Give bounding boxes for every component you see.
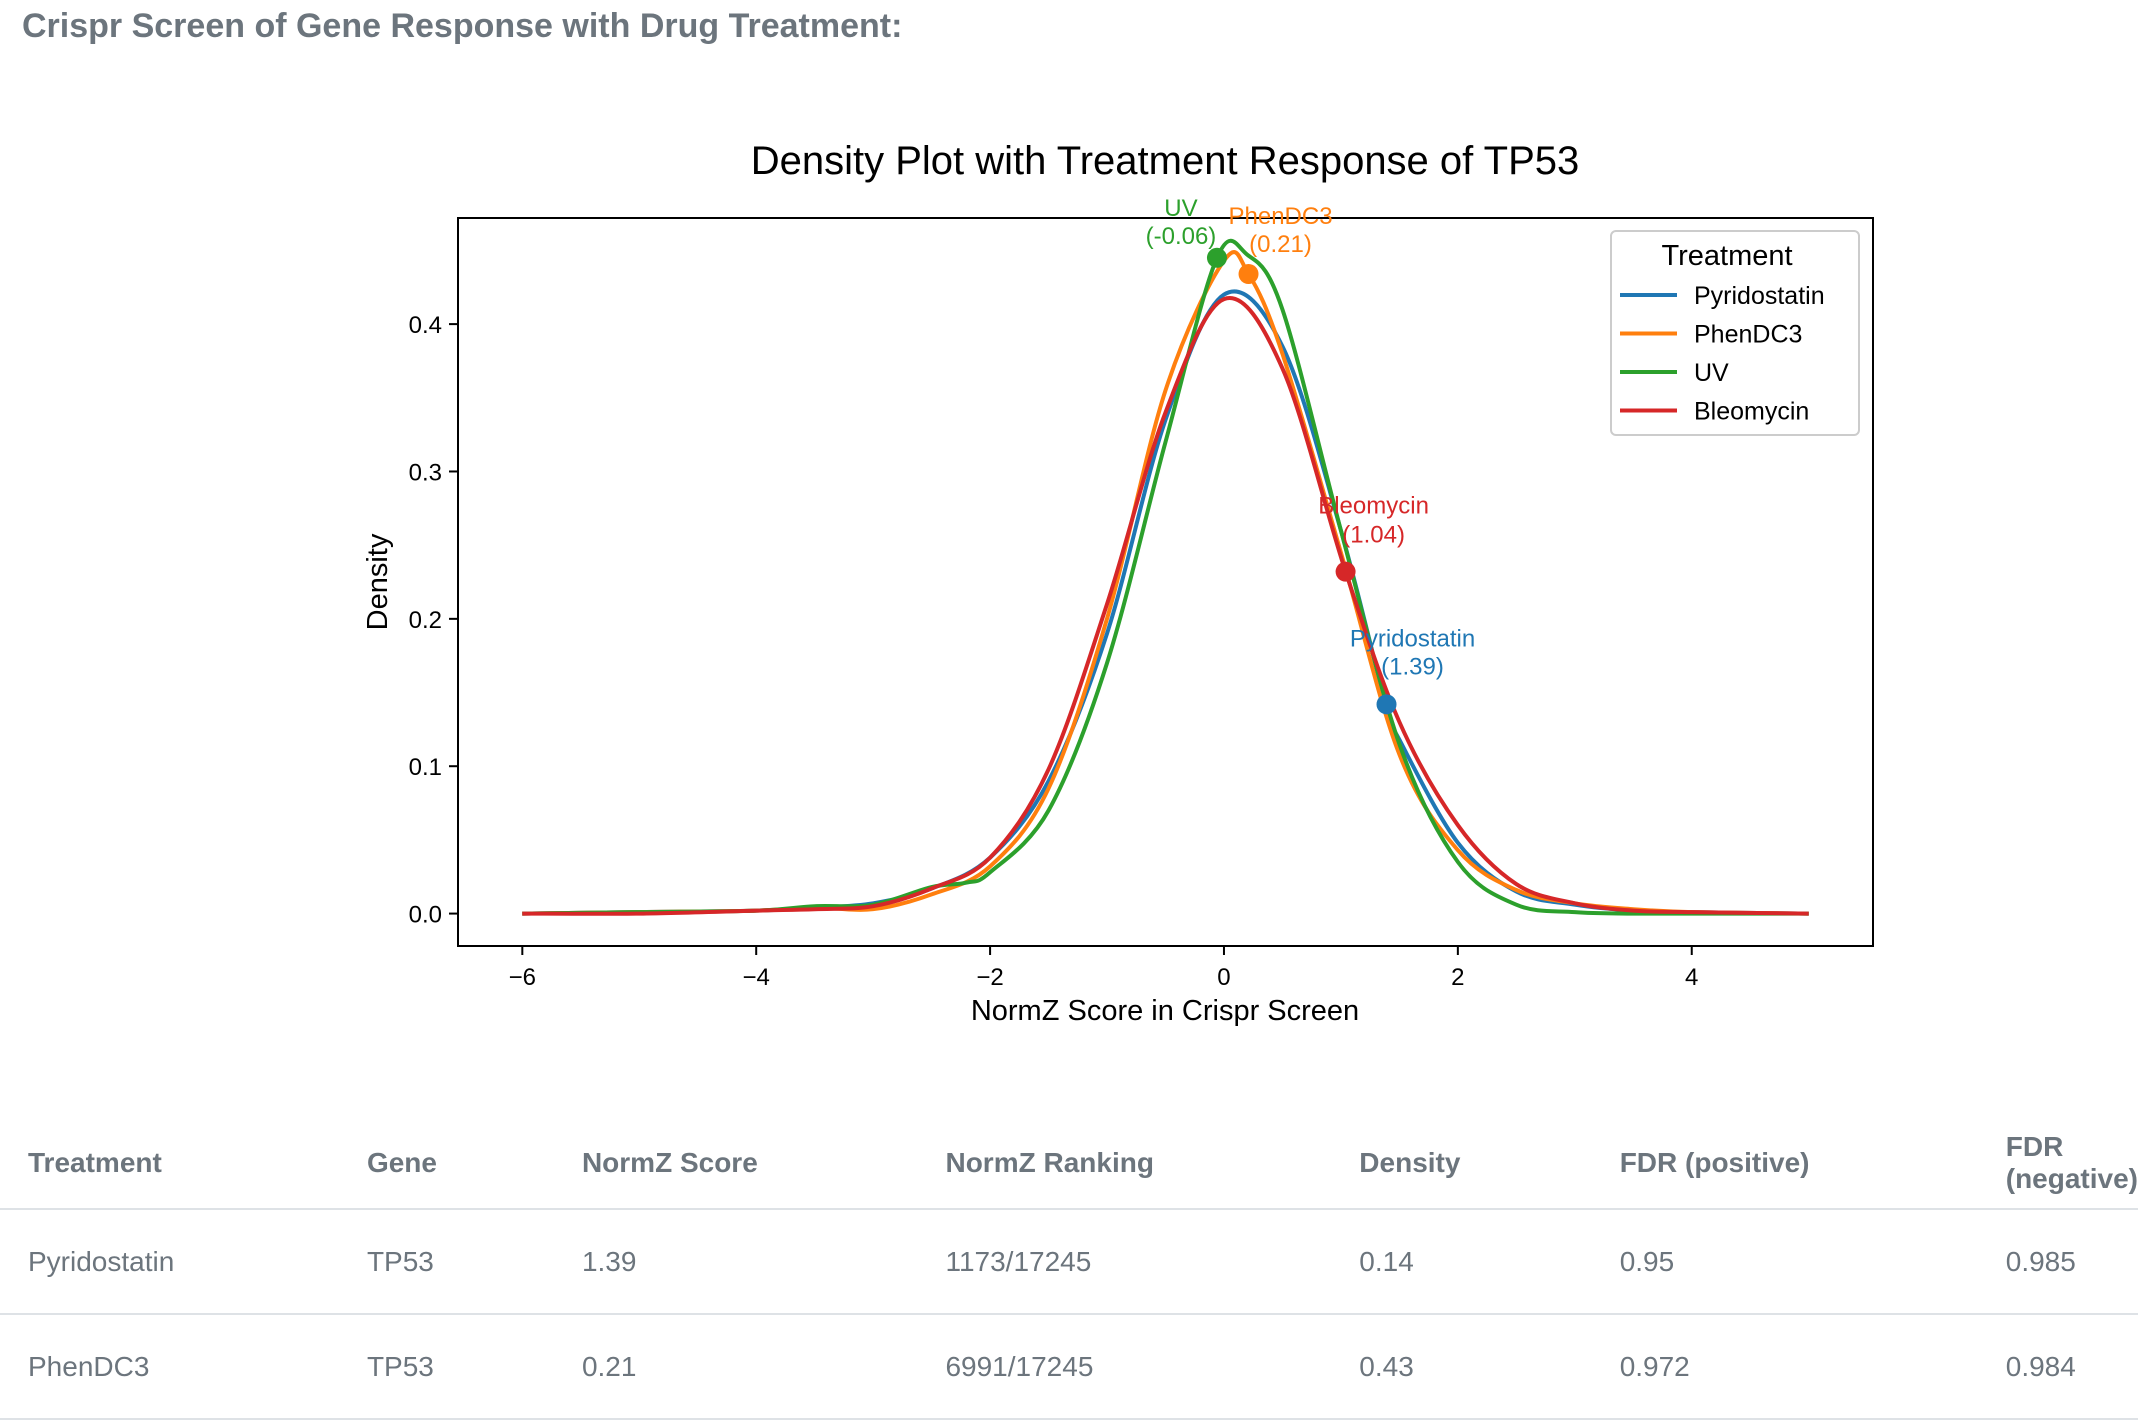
x-tick-label: 4 <box>1685 964 1698 991</box>
col-treatment-header: Treatment <box>0 1118 339 1210</box>
plot-area-frame <box>457 217 1874 947</box>
legend-label-bleomycin: Bleomycin <box>1694 398 1809 426</box>
annotation-value-phendc3: (0.21) <box>1249 231 1312 258</box>
x-tick-label: 2 <box>1451 964 1464 991</box>
legend-label-uv: UV <box>1694 359 1729 387</box>
y-tick-label: 0.1 <box>409 754 442 781</box>
legend-title: Treatment <box>1661 240 1792 272</box>
y-tick-label: 0.2 <box>409 607 442 634</box>
annotation-markers: UV(-0.06) PhenDC3(0.21) Bleomycin(1.04) Pyr… <box>1146 195 1475 715</box>
cell-treatment: Pyridostatin <box>0 1209 339 1315</box>
cell-treatment: PhenDC3 <box>0 1314 339 1420</box>
cell-gene: TP53 <box>338 1314 554 1420</box>
annotation-value-pyridostatin: (1.39) <box>1381 653 1444 680</box>
legend-box <box>1610 230 1860 436</box>
col-normz-ranking-header: NormZ Ranking <box>917 1118 1332 1210</box>
annotation-label-bleomycin: Bleomycin <box>1318 493 1429 520</box>
cell-gene: TP53 <box>338 1209 554 1315</box>
x-tick-label: −2 <box>976 964 1003 991</box>
table-row: PhenDC3 TP53 0.21 6991/17245 0.43 0.972 … <box>0 1314 2138 1420</box>
legend-label-pyridostatin: Pyridostatin <box>1694 282 1825 310</box>
x-tick-label: −6 <box>509 964 536 991</box>
col-gene-header: Gene <box>338 1118 554 1210</box>
legend-entries: Pyridostatin PhenDC3 UV Bleomycin <box>1620 282 1825 426</box>
y-tick-label: 0.3 <box>409 459 442 486</box>
results-table: Treatment Gene NormZ Score NormZ Ranking… <box>0 1118 2138 1420</box>
y-axis-label: Density <box>362 533 394 630</box>
cell-density: 0.43 <box>1331 1314 1592 1420</box>
cell-fdr-negative: 0.984 <box>1977 1314 2138 1420</box>
col-fdr-negative-header: FDR (negative) <box>1977 1118 2138 1210</box>
x-tick-label: −4 <box>743 964 770 991</box>
annotation-value-uv: (-0.06) <box>1146 223 1217 250</box>
marker-bleomycin <box>1335 561 1356 582</box>
cell-normz-score: 0.21 <box>553 1314 918 1420</box>
y-tick-label: 0.0 <box>409 902 442 929</box>
annotation-label-pyridostatin: Pyridostatin <box>1350 625 1475 652</box>
col-normz-score-header: NormZ Score <box>553 1118 918 1210</box>
x-tick-label: 0 <box>1217 964 1230 991</box>
cell-fdr-negative: 0.985 <box>1977 1209 2138 1315</box>
annotation-value-bleomycin: (1.04) <box>1342 522 1405 549</box>
annotation-label-uv: UV <box>1164 195 1197 222</box>
density-plot: Density Plot with Treatment Response of … <box>362 139 1874 1027</box>
marker-phendc3 <box>1238 264 1259 284</box>
marker-uv <box>1206 247 1227 268</box>
marker-pyridostatin <box>1376 694 1397 715</box>
legend: Treatment Pyridostatin PhenDC3 UV Bleomycin <box>1610 230 1860 436</box>
axis-ticks: −6 −4 −2 0 2 4 0.0 0.1 0.2 0.3 0.4 <box>409 312 1699 991</box>
table-row: Pyridostatin TP53 1.39 1173/17245 0.14 0… <box>0 1209 2138 1315</box>
cell-normz-ranking: 1173/17245 <box>917 1209 1332 1315</box>
cell-fdr-positive: 0.972 <box>1591 1314 1978 1420</box>
series-line-bleomycin <box>522 296 1809 916</box>
table-header-row: Treatment Gene NormZ Score NormZ Ranking… <box>0 1118 2138 1210</box>
col-fdr-positive-header: FDR (positive) <box>1591 1118 1978 1210</box>
x-axis-label: NormZ Score in Crispr Screen <box>971 995 1359 1027</box>
annotation-label-phendc3: PhenDC3 <box>1228 203 1332 230</box>
cell-normz-score: 1.39 <box>553 1209 918 1315</box>
cell-normz-ranking: 6991/17245 <box>917 1314 1332 1420</box>
cell-fdr-positive: 0.95 <box>1591 1209 1978 1315</box>
y-tick-label: 0.4 <box>409 312 442 339</box>
cell-density: 0.14 <box>1331 1209 1592 1315</box>
page-heading: Crispr Screen of Gene Response with Drug… <box>22 7 903 45</box>
col-density-header: Density <box>1331 1118 1592 1210</box>
chart-title: Density Plot with Treatment Response of … <box>751 139 1580 183</box>
legend-label-phendc3: PhenDC3 <box>1694 321 1802 349</box>
density-plot-svg: Density Plot with Treatment Response of … <box>362 139 1874 1027</box>
